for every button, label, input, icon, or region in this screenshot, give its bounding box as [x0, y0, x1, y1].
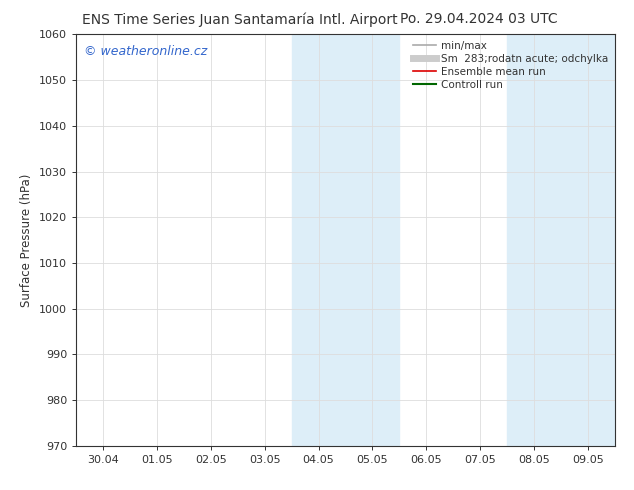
Bar [507, 34, 615, 446]
Y-axis label: Surface Pressure (hPa): Surface Pressure (hPa) [20, 173, 34, 307]
Bar [292, 34, 399, 446]
Legend: min/max, Sm  283;rodatn acute; odchylka, Ensemble mean run, Controll run: min/max, Sm 283;rodatn acute; odchylka, … [409, 36, 613, 94]
Text: © weatheronline.cz: © weatheronline.cz [84, 45, 207, 58]
Text: ENS Time Series Juan Santamaría Intl. Airport: ENS Time Series Juan Santamaría Intl. Ai… [82, 12, 398, 27]
Text: Po. 29.04.2024 03 UTC: Po. 29.04.2024 03 UTC [400, 12, 558, 26]
